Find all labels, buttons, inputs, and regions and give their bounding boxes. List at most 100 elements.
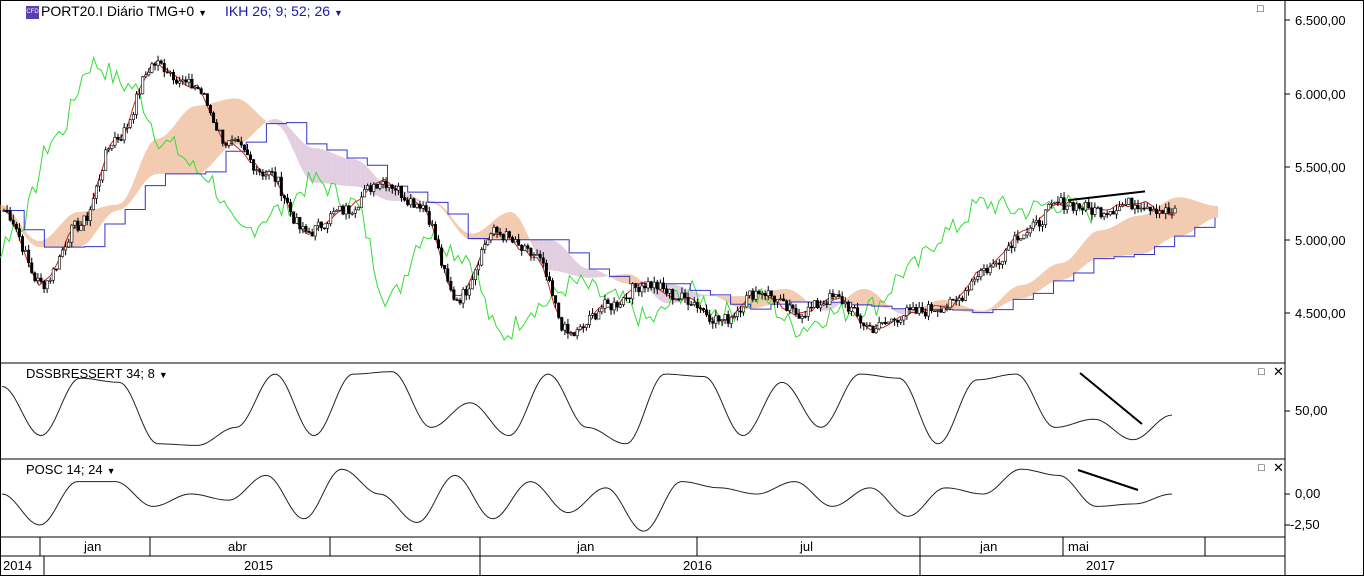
candle-body [994, 262, 998, 265]
ichimoku-cloud-segment [988, 306, 994, 313]
candle-body [942, 307, 946, 313]
candle-body [501, 234, 505, 241]
ichimoku-cloud-segment [267, 119, 272, 124]
candle-body [1047, 204, 1051, 211]
candle-body [557, 302, 561, 318]
maximize-icon[interactable]: □ [1258, 366, 1265, 378]
candle-body [816, 300, 820, 309]
candle-body [387, 184, 391, 188]
candle-body [91, 198, 95, 211]
candle-body [267, 171, 271, 176]
candle-body [1151, 209, 1155, 212]
posc-trendline [1077, 469, 1139, 491]
candle-body [825, 303, 829, 306]
candle-body [1170, 212, 1174, 215]
y-tick-label: 5.000,00 [1295, 233, 1346, 248]
ichimoku-cloud-segment [1110, 225, 1115, 258]
ichimoku-cloud-segment [1147, 211, 1153, 253]
ichimoku-cloud-segment [716, 296, 722, 299]
candle-body [859, 315, 863, 324]
candle-body [1133, 204, 1137, 210]
ichimoku-cloud-segment [585, 268, 591, 278]
candle-body [702, 308, 706, 311]
candle-body [578, 326, 582, 330]
candle-body [104, 149, 108, 171]
candle-body [344, 205, 348, 215]
candle-body [406, 199, 410, 206]
candle-body [335, 209, 339, 212]
ichimoku-cloud-segment [149, 139, 155, 177]
chevron-down-icon[interactable]: ▼ [158, 370, 168, 380]
cfd-logo-icon: CFD [26, 5, 39, 19]
candle-body [1121, 204, 1125, 207]
ichimoku-cloud-segment [674, 284, 680, 303]
ichimoku-cloud-segment [182, 109, 188, 174]
candle-body [936, 310, 940, 312]
candle-body [492, 226, 496, 235]
candle-body [20, 236, 24, 252]
chevron-down-icon[interactable]: ▼ [334, 8, 343, 18]
maximize-icon[interactable]: □ [1257, 3, 1264, 15]
ichimoku-cloud-segment [1100, 229, 1106, 259]
candle-body [45, 280, 49, 290]
candle-body [1000, 260, 1004, 265]
candle-body [168, 72, 172, 74]
candle-body [424, 205, 428, 212]
candle-body [443, 265, 447, 270]
ichimoku-cloud-segment [332, 153, 338, 185]
candle-body [1081, 207, 1085, 211]
posc-panel-label[interactable]: POSC 14; 24 ▼ [26, 462, 116, 477]
ichimoku-cloud-segment [360, 161, 366, 190]
ichimoku-cloud-segment [1021, 284, 1026, 299]
candle-body [486, 239, 490, 245]
candle-body [190, 79, 194, 89]
ichimoku-cloud-segment [224, 98, 230, 150]
ichimoku-cloud-segment [56, 224, 61, 248]
candle-body [658, 282, 662, 290]
chevron-down-icon[interactable]: ▼ [106, 466, 116, 476]
candle-body [612, 301, 616, 311]
candle-body [33, 272, 37, 281]
candle-body [221, 129, 225, 144]
candle-body [64, 246, 68, 251]
indicator-label[interactable]: IKH 26; 9; 52; 26 [224, 3, 331, 19]
ichimoku-cloud-segment [1189, 198, 1195, 233]
candle-body [356, 207, 360, 211]
chevron-down-icon[interactable]: ▼ [198, 8, 208, 18]
dss-line [1, 371, 1173, 446]
candle-body [769, 290, 773, 297]
candle-body [1016, 235, 1020, 241]
candle-body [390, 184, 394, 189]
ichimoku-cloud-segment [318, 148, 324, 184]
candle-body [686, 297, 690, 305]
ichimoku-cloud-segment [60, 219, 66, 248]
candle-body [1139, 207, 1143, 210]
candle-body [1022, 234, 1026, 239]
dss-panel-label[interactable]: DSSBRESSERT 34; 8 ▼ [26, 366, 168, 381]
ichimoku-cloud-segment [974, 309, 980, 313]
candle-body [2, 210, 6, 212]
y-tick-label: 6.500,00 [1295, 13, 1346, 28]
candle-body [828, 293, 832, 305]
candle-body [738, 310, 742, 313]
candle-body [757, 290, 761, 295]
ichimoku-cloud-segment [1082, 238, 1087, 268]
candle-body [141, 76, 145, 95]
close-icon[interactable]: ✕ [1273, 460, 1284, 475]
ichimoku-cloud-segment [922, 304, 928, 310]
ichimoku-cloud-segment [1208, 204, 1214, 221]
candle-body [930, 304, 934, 312]
ichimoku-cloud-segment [463, 230, 469, 240]
candle-body [1164, 207, 1168, 214]
candle-body [1130, 197, 1134, 210]
x-tick-month: mai [1068, 539, 1089, 554]
candle-body [646, 281, 650, 289]
ichimoku-cloud-segment [365, 165, 371, 192]
ichimoku-cloud-segment [861, 289, 867, 306]
candle-body [224, 143, 228, 146]
maximize-icon[interactable]: □ [1258, 462, 1265, 474]
candle-body [322, 227, 326, 230]
candle-body [1087, 202, 1091, 209]
close-icon[interactable]: ✕ [1273, 364, 1284, 379]
candle-body [797, 313, 801, 319]
